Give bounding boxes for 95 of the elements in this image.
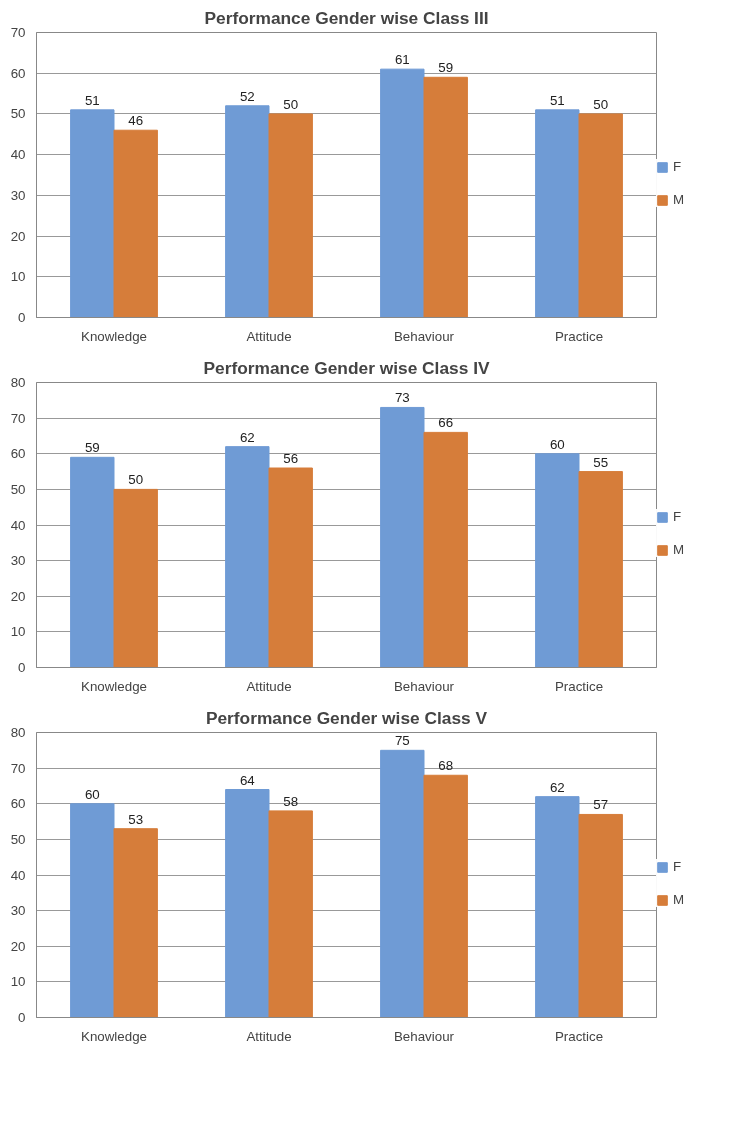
bar (70, 456, 115, 668)
y-tick-label: 70 (10, 410, 26, 426)
bar (268, 810, 313, 1018)
legend-label: M (673, 892, 686, 907)
y-tick-label: 50 (10, 831, 26, 847)
y-tick-label: 60 (10, 446, 26, 462)
y-tick-label: 50 (10, 106, 26, 122)
bar (380, 68, 425, 318)
y-tick-label: 60 (10, 796, 26, 812)
data-label: 58 (283, 793, 299, 809)
data-label: 68 (438, 758, 454, 774)
x-tick-label: Practice (554, 678, 604, 694)
y-tick-label: 70 (10, 760, 26, 776)
data-label: 51 (549, 92, 565, 108)
x-tick-label: Attitude (246, 328, 292, 344)
chart-title: Performance Gender wise Class V (205, 707, 488, 728)
data-label: 55 (593, 454, 609, 470)
x-tick-label: Behaviour (393, 678, 455, 694)
x-tick-label: Behaviour (393, 1028, 455, 1044)
data-label: 50 (593, 96, 609, 112)
y-tick-label: 20 (10, 588, 26, 604)
y-tick-label: 80 (10, 375, 26, 390)
bar (70, 109, 115, 318)
legend-label: M (673, 192, 686, 207)
data-label: 61 (394, 52, 410, 68)
data-label: 57 (593, 797, 609, 813)
data-label: 51 (84, 92, 100, 108)
data-label: 75 (394, 733, 410, 749)
y-tick-label: 10 (10, 624, 26, 640)
bar (535, 453, 580, 668)
bar (578, 471, 623, 668)
y-tick-label: 0 (18, 660, 26, 675)
bar (423, 774, 468, 1018)
data-label: 52 (239, 88, 255, 104)
y-tick-label: 40 (10, 867, 26, 883)
y-tick-label: 40 (10, 147, 26, 163)
data-label: 59 (438, 60, 454, 76)
x-tick-label: Attitude (246, 1028, 292, 1044)
data-label: 64 (239, 772, 256, 788)
y-tick-label: 30 (10, 903, 26, 919)
bar (380, 749, 425, 1018)
chart-title: Performance Gender wise Class IV (203, 357, 490, 378)
x-tick-label: Knowledge (81, 328, 147, 344)
data-label: 50 (128, 472, 144, 488)
bar (535, 109, 580, 318)
data-label: 50 (283, 96, 299, 112)
y-tick-label: 20 (10, 938, 26, 954)
bar (423, 431, 468, 668)
y-tick-label: 10 (10, 269, 26, 285)
x-tick-label: Behaviour (393, 328, 455, 344)
y-tick-label: 60 (10, 65, 26, 81)
legend-label: F (673, 859, 683, 874)
y-tick-label: 50 (10, 481, 26, 497)
bar (423, 76, 468, 318)
data-label: 46 (128, 113, 144, 129)
bar (380, 406, 425, 668)
data-label: 73 (394, 390, 410, 406)
chart-title: Performance Gender wise Class III (204, 7, 489, 28)
bar (113, 129, 158, 318)
legend-label: M (673, 542, 686, 557)
bar (268, 113, 313, 318)
legend-label: F (673, 159, 683, 174)
legend-label: F (673, 509, 683, 524)
bar (268, 467, 313, 668)
y-tick-label: 70 (10, 25, 26, 40)
bar (70, 803, 115, 1018)
x-tick-label: Attitude (246, 678, 292, 694)
y-tick-label: 30 (10, 553, 26, 569)
y-tick-label: 80 (10, 725, 26, 740)
y-tick-label: 40 (10, 517, 26, 533)
bar (225, 789, 270, 1018)
y-tick-label: 20 (10, 228, 26, 244)
bar (578, 813, 623, 1018)
bar (225, 105, 270, 318)
data-label: 60 (549, 436, 565, 452)
data-label: 62 (239, 429, 255, 445)
x-tick-label: Practice (554, 1028, 604, 1044)
y-tick-label: 0 (18, 310, 26, 325)
x-tick-label: Practice (554, 328, 604, 344)
data-label: 56 (283, 451, 299, 466)
y-tick-label: 30 (10, 187, 26, 203)
data-label: 66 (438, 415, 454, 431)
bar (113, 488, 158, 668)
data-label: 59 (84, 440, 100, 456)
bar (578, 113, 623, 318)
bar (225, 446, 270, 668)
bar (535, 796, 580, 1018)
x-tick-label: Knowledge (81, 678, 147, 694)
data-label: 60 (84, 786, 100, 802)
y-tick-label: 10 (10, 974, 26, 990)
data-label: 62 (549, 779, 565, 795)
data-label: 53 (128, 811, 144, 827)
x-tick-label: Knowledge (81, 1028, 147, 1044)
bar (113, 828, 158, 1018)
y-tick-label: 0 (18, 1010, 26, 1025)
